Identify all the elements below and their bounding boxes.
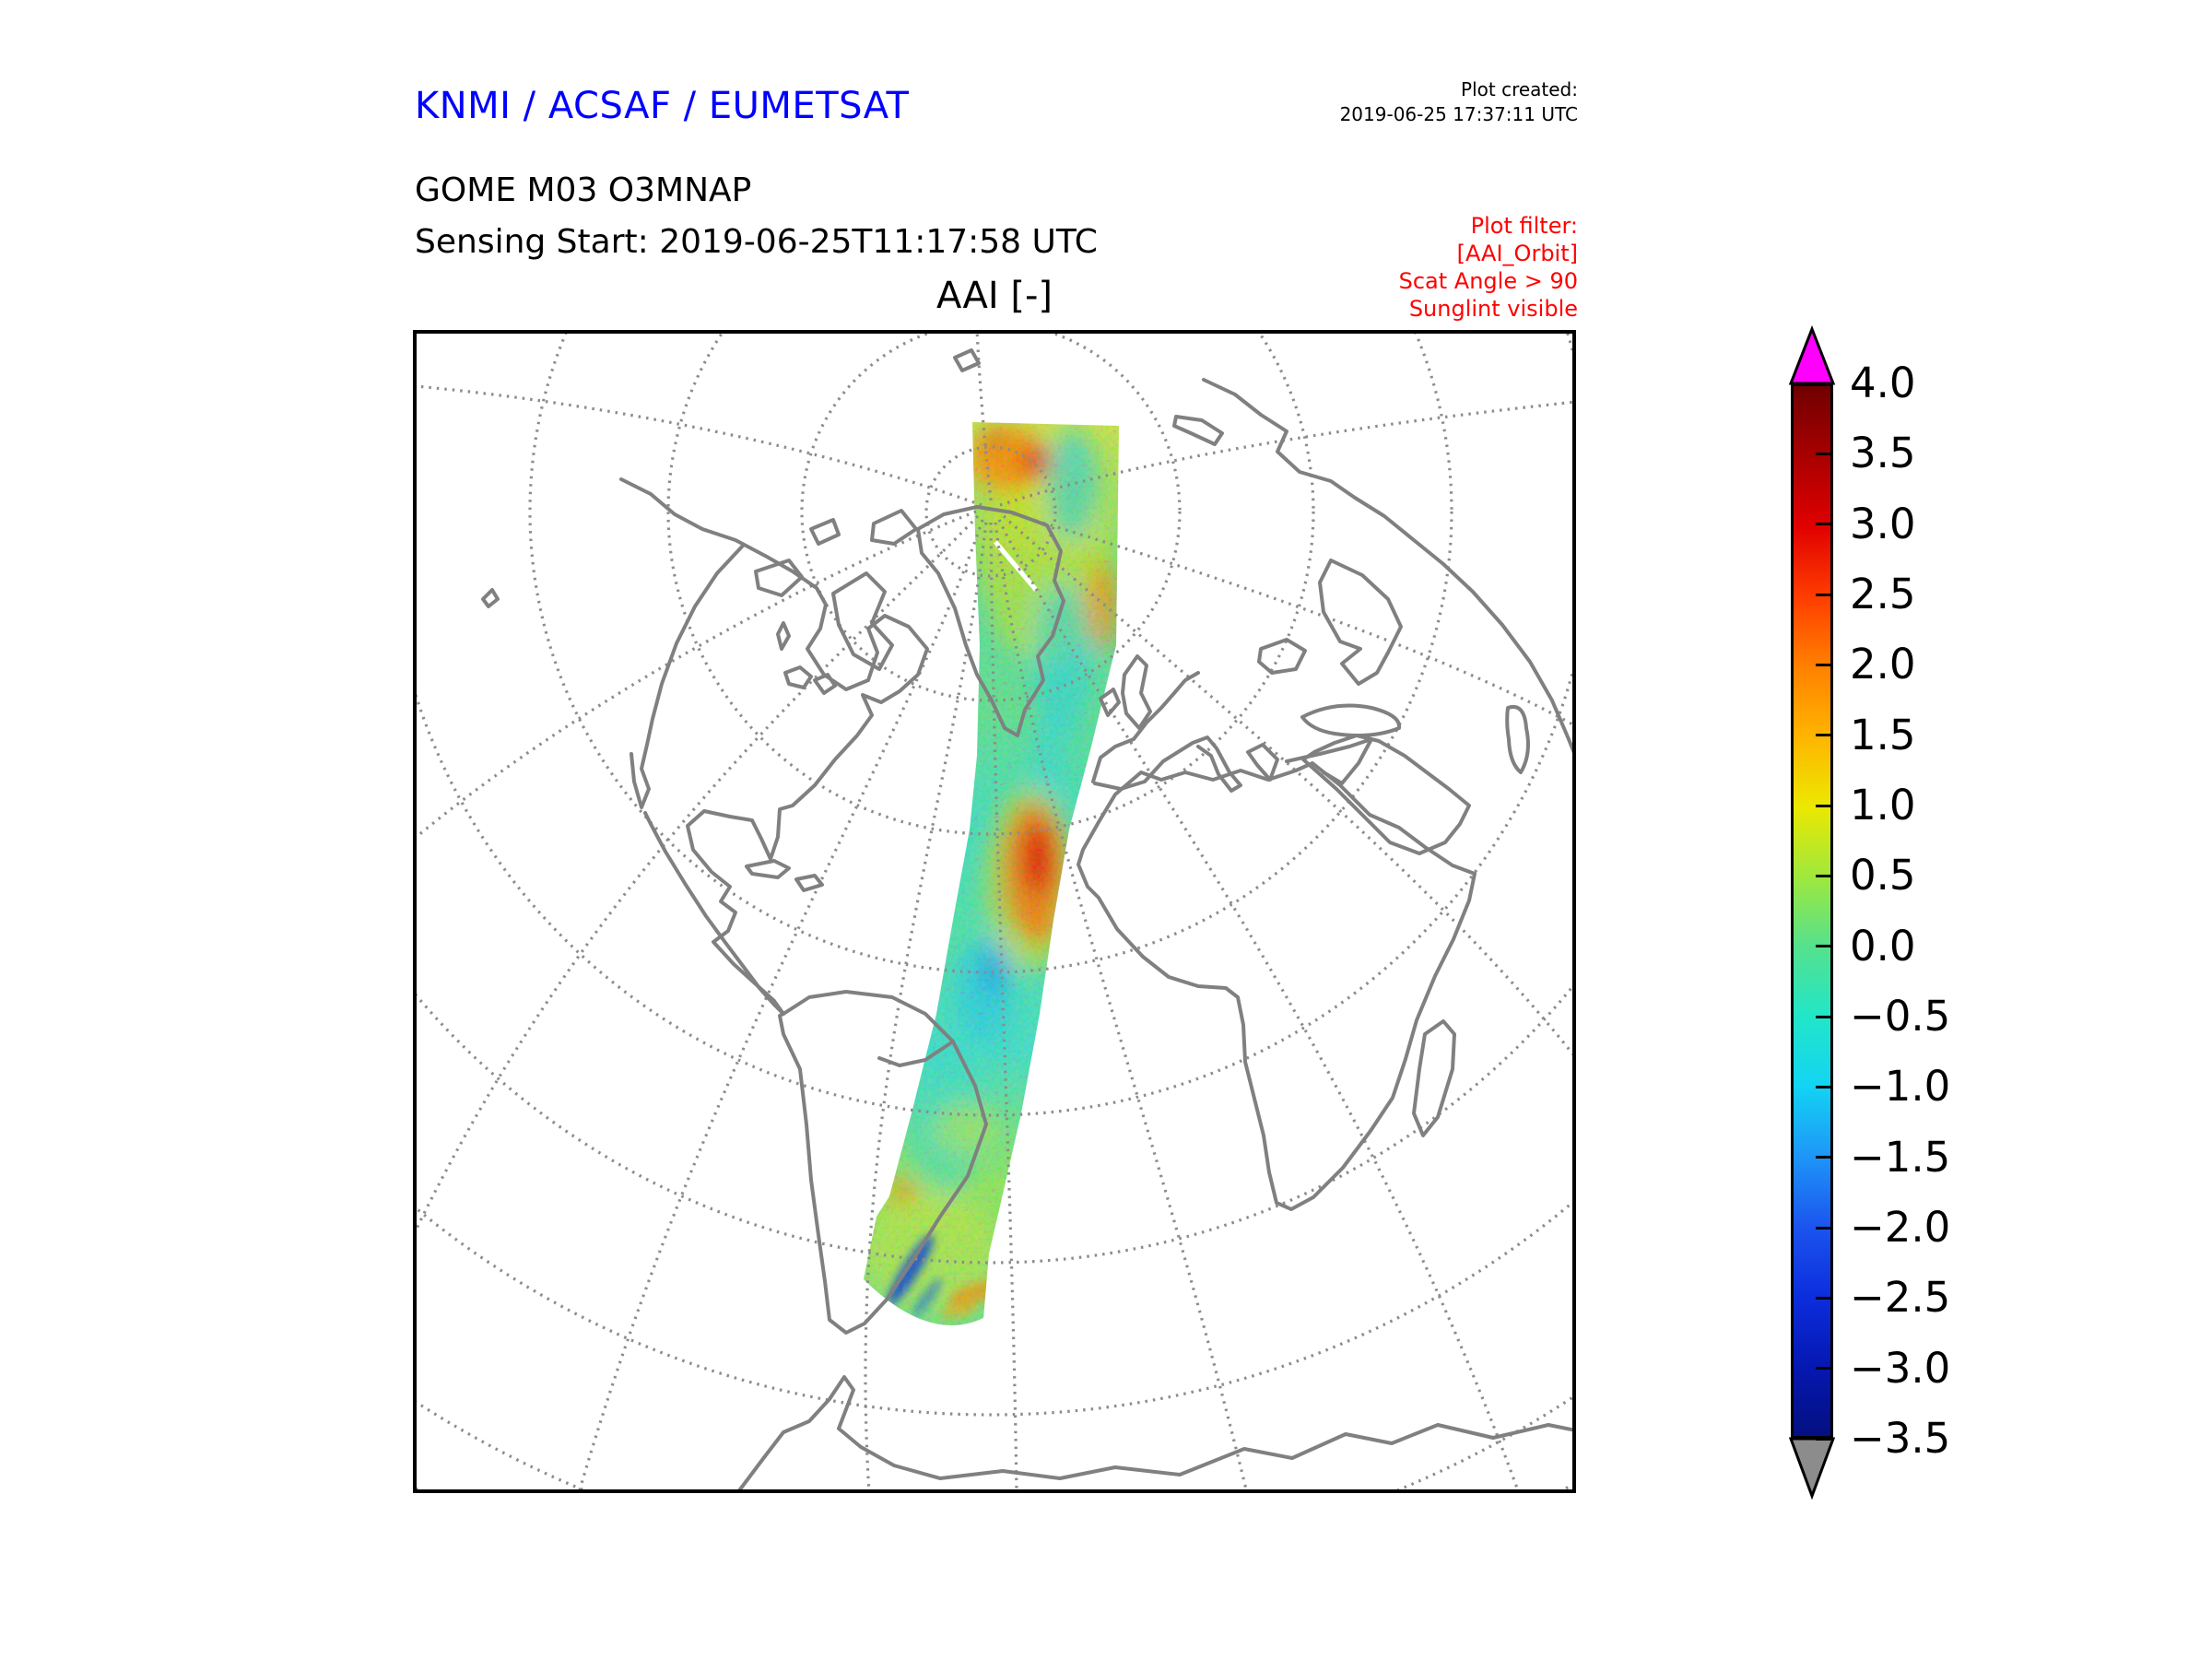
colorbar-gradient <box>1791 383 1833 1439</box>
satellite-swath <box>864 422 1119 1325</box>
map-frame <box>413 330 1576 1493</box>
colorbar-arrows <box>1788 324 1836 1500</box>
swath-noise-texture <box>864 422 1119 1325</box>
brand-title: KNMI / ACSAF / EUMETSAT <box>415 85 910 127</box>
colorbar-under-arrow <box>1788 1437 1836 1500</box>
coastlines <box>481 348 1576 1493</box>
colorbar-over-arrow <box>1788 324 1836 385</box>
plot-filter-line: Sunglint visible <box>1408 296 1578 322</box>
sensing-start-line: Sensing Start: 2019-06-25T11:17:58 UTC <box>415 223 1098 261</box>
world-map <box>413 330 1576 1493</box>
plot-filter-line: Scat Angle > 90 <box>1398 268 1578 294</box>
map-title: AAI [-] <box>936 275 1053 317</box>
plot-created-block: Plot created: 2019-06-25 17:37:11 UTC <box>1340 77 1578 127</box>
product-title: GOME M03 O3MNAP <box>415 171 752 209</box>
graticule-grid <box>413 330 1576 1493</box>
plot-filter-line: [AAI_Orbit] <box>1456 241 1578 266</box>
plot-created-value: 2019-06-25 17:37:11 UTC <box>1339 103 1578 125</box>
plot-filter-note: Plot filter: [AAI_Orbit] Scat Angle > 90 Su… <box>1399 212 1578 323</box>
plot-filter-line: Plot filter: <box>1470 213 1578 239</box>
map-svg <box>413 330 1576 1493</box>
swath-missing-data-gap <box>994 540 1038 592</box>
plot-created-label: Plot created: <box>1461 78 1578 100</box>
